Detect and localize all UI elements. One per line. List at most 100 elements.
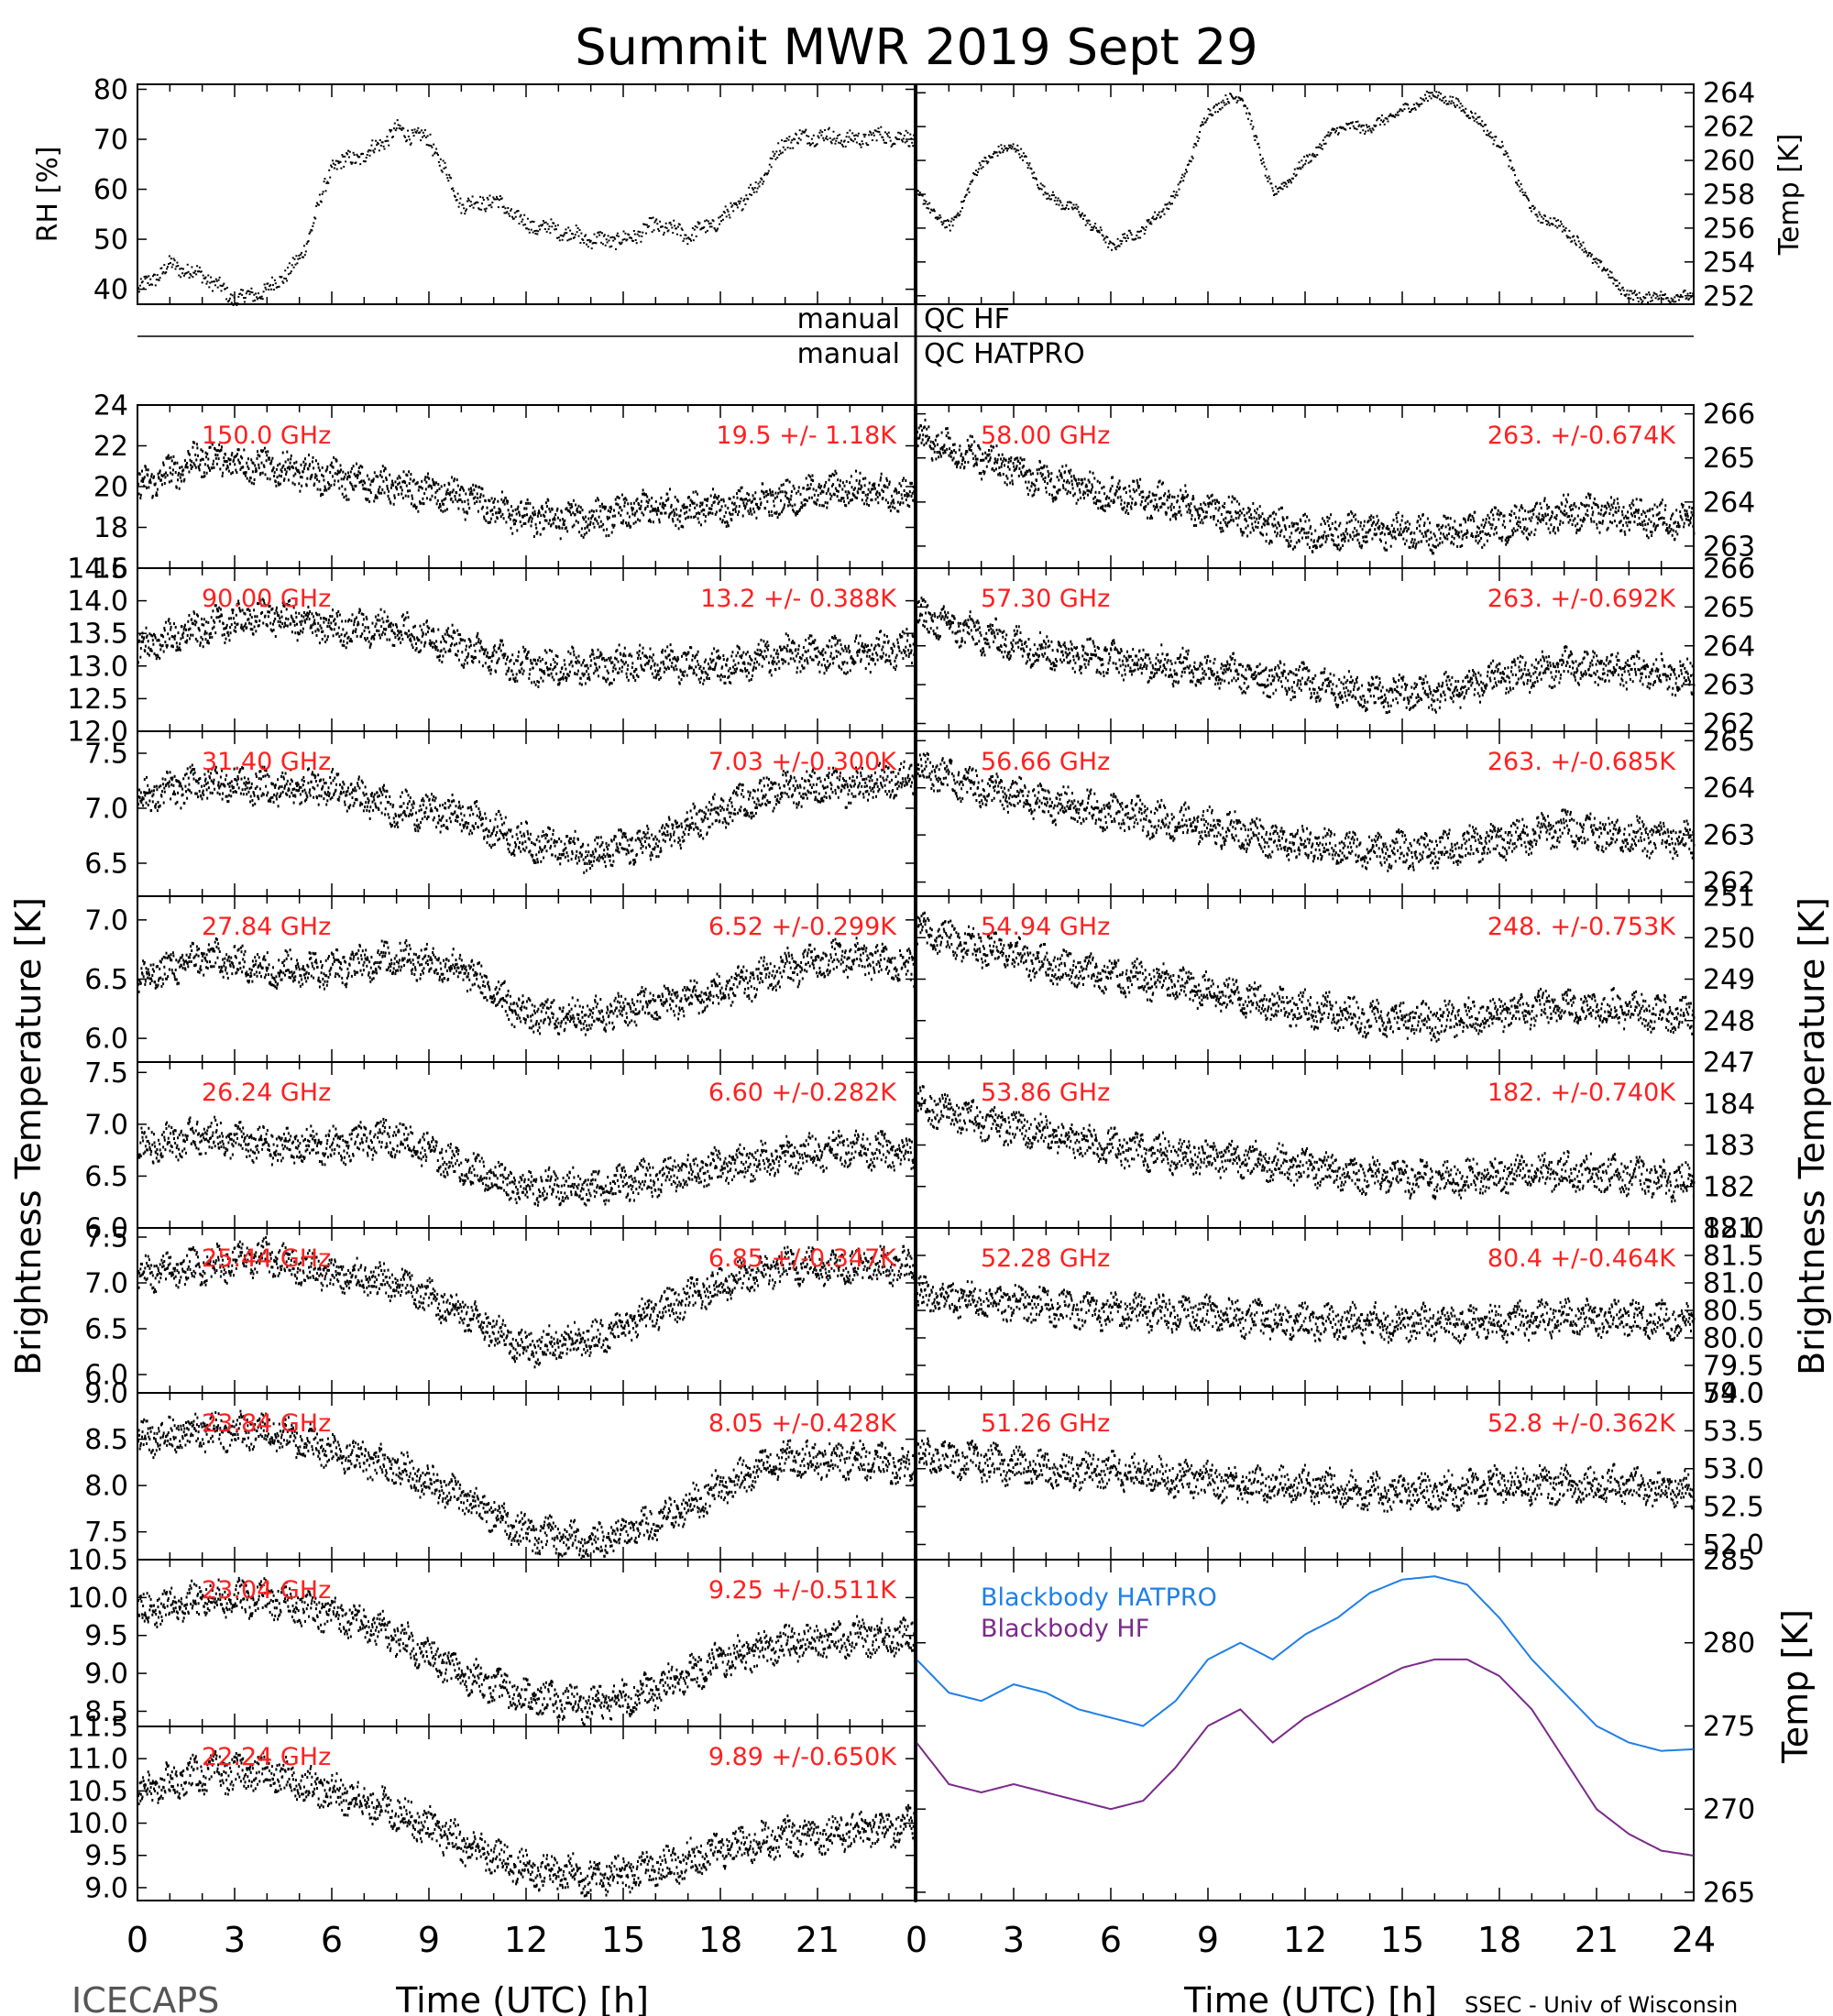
data-point <box>1097 229 1100 232</box>
data-point <box>458 493 461 497</box>
data-point <box>477 638 480 641</box>
data-point <box>1151 217 1154 219</box>
data-point <box>1173 196 1176 199</box>
data-point <box>607 509 609 512</box>
data-point <box>1039 182 1042 185</box>
data-point <box>543 515 546 518</box>
data-point <box>178 274 181 277</box>
data-point <box>698 512 701 515</box>
data-point <box>456 653 458 657</box>
data-point <box>884 499 887 502</box>
data-point <box>681 504 684 508</box>
data-point <box>532 658 535 662</box>
data-point <box>938 214 941 216</box>
data-point <box>169 621 171 625</box>
data-point <box>362 618 365 621</box>
data-point <box>826 138 829 141</box>
data-point <box>336 614 339 618</box>
data-point <box>668 513 671 517</box>
data-point <box>740 197 742 200</box>
data-point <box>310 476 313 478</box>
data-point <box>625 521 627 525</box>
data-point <box>168 637 170 641</box>
data-point <box>221 445 223 449</box>
data-point <box>657 228 660 230</box>
data-point <box>869 130 872 133</box>
data-point <box>694 225 697 227</box>
data-point <box>1437 94 1440 97</box>
data-point <box>562 677 565 681</box>
data-point <box>1184 172 1187 175</box>
data-point <box>281 466 284 469</box>
data-point <box>684 506 686 509</box>
data-point <box>763 640 765 643</box>
data-point <box>912 485 915 488</box>
data-point <box>728 497 730 500</box>
data-point <box>183 623 186 627</box>
data-point <box>879 478 882 482</box>
data-point <box>185 641 188 644</box>
data-point <box>821 131 824 134</box>
data-point <box>1323 143 1325 146</box>
data-point <box>1190 160 1192 163</box>
data-point <box>544 510 547 514</box>
data-point <box>470 203 473 206</box>
data-point <box>444 640 446 643</box>
data-point <box>578 531 581 534</box>
data-point <box>1280 182 1283 185</box>
data-point <box>409 143 412 146</box>
data-point <box>653 663 656 667</box>
data-point <box>1245 104 1246 107</box>
data-point <box>1454 97 1457 100</box>
data-point <box>763 181 765 183</box>
data-point <box>554 666 555 670</box>
data-point <box>177 478 179 482</box>
data-point <box>386 485 389 488</box>
data-point <box>646 505 649 508</box>
data-point <box>602 235 605 237</box>
data-point <box>377 490 379 494</box>
data-point <box>302 615 305 619</box>
data-point <box>1171 203 1173 205</box>
data-point <box>412 625 415 629</box>
data-point <box>593 233 596 236</box>
data-point <box>390 129 393 132</box>
data-point <box>1239 99 1242 102</box>
data-point <box>393 494 396 498</box>
data-point <box>335 622 337 626</box>
data-point <box>613 236 616 239</box>
data-point <box>414 649 417 652</box>
data-point <box>571 233 574 236</box>
data-point <box>742 501 745 505</box>
data-point <box>390 130 392 133</box>
data-point <box>1007 144 1010 147</box>
data-point <box>434 644 436 648</box>
data-point <box>299 630 302 632</box>
data-point <box>453 479 456 483</box>
data-point <box>500 498 503 501</box>
data-point <box>311 612 313 616</box>
data-point <box>1043 185 1046 188</box>
data-point <box>823 485 826 488</box>
data-point <box>260 604 263 608</box>
data-point <box>720 220 722 223</box>
data-point <box>812 488 815 491</box>
data-point <box>376 629 379 632</box>
data-point <box>327 181 330 184</box>
data-point <box>1562 225 1564 228</box>
data-point <box>620 670 623 674</box>
data-point <box>385 477 388 479</box>
data-point <box>645 493 647 497</box>
data-point <box>598 515 600 519</box>
data-point <box>660 496 663 499</box>
data-point <box>213 466 215 469</box>
data-point <box>331 166 334 169</box>
data-point <box>481 196 484 199</box>
data-point <box>163 264 166 267</box>
data-point <box>1126 236 1129 239</box>
data-point <box>720 674 722 677</box>
data-point <box>227 300 230 301</box>
data-point <box>443 647 445 651</box>
data-point <box>631 237 632 239</box>
data-point <box>201 281 203 284</box>
